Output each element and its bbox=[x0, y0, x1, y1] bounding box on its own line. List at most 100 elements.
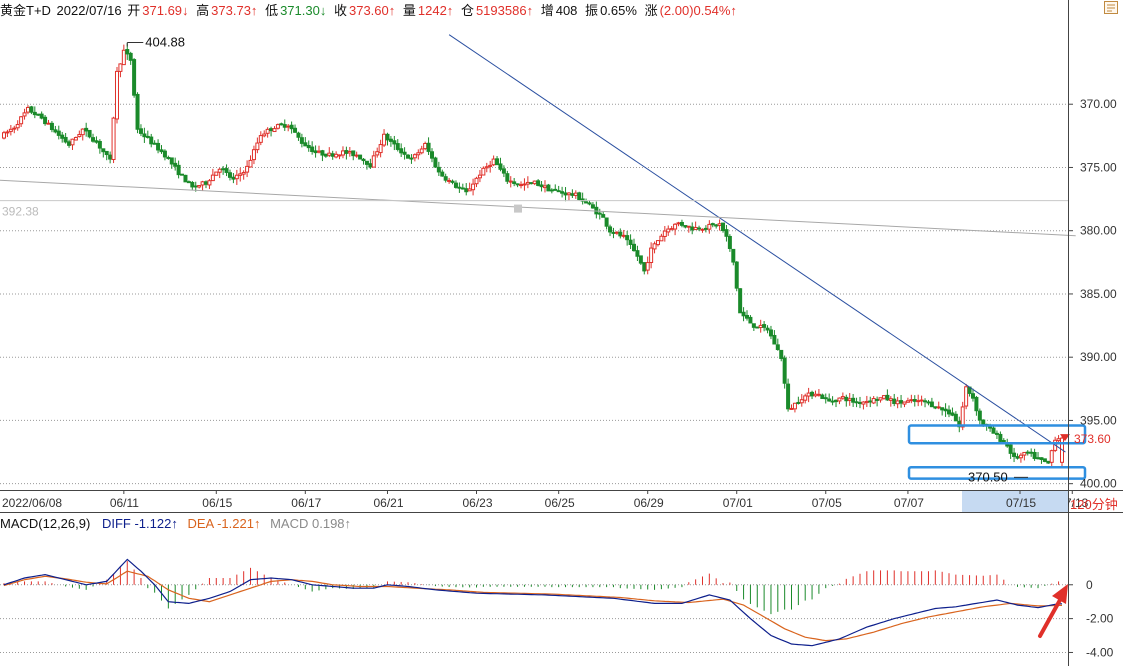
candle-body bbox=[1049, 450, 1054, 463]
candle-body bbox=[169, 157, 174, 165]
candle-body bbox=[378, 144, 383, 154]
candle-body bbox=[734, 261, 739, 289]
candle-body bbox=[632, 243, 637, 252]
candle-body bbox=[183, 174, 188, 183]
candle-body bbox=[491, 158, 496, 166]
candle-body bbox=[703, 227, 708, 230]
x-tick-label: 06/11 bbox=[110, 496, 139, 510]
x-tick-label: 07/15 bbox=[1006, 496, 1036, 510]
candle-body bbox=[91, 137, 96, 142]
candle-body bbox=[895, 400, 900, 405]
candle-body bbox=[248, 159, 253, 168]
candle-body bbox=[453, 182, 458, 188]
candle-body bbox=[782, 357, 787, 384]
candle-body bbox=[2, 132, 6, 139]
candle-body bbox=[881, 395, 886, 399]
candle-body bbox=[43, 116, 48, 125]
candle-body bbox=[666, 228, 671, 233]
candle-body bbox=[176, 164, 181, 176]
candle-body bbox=[190, 181, 195, 188]
candle-body bbox=[751, 323, 756, 328]
candle-body bbox=[642, 262, 647, 272]
candle-body bbox=[960, 406, 965, 428]
candle-body bbox=[457, 186, 462, 189]
candle-body bbox=[1018, 454, 1023, 459]
candle-body bbox=[905, 400, 910, 403]
candle-body bbox=[690, 226, 695, 231]
dea-legend: DEA -1.221↑ bbox=[187, 516, 261, 531]
candle-body bbox=[460, 187, 465, 190]
candle-body bbox=[358, 154, 363, 160]
amplitude-field: 振 0.65% bbox=[585, 3, 637, 18]
x-tick-label: 2022/06/08 bbox=[2, 496, 62, 510]
close-field: 收 373.60↑ bbox=[333, 3, 396, 18]
candle-body bbox=[786, 383, 791, 410]
candle-body bbox=[135, 93, 140, 130]
candle-body bbox=[433, 157, 438, 168]
candle-body bbox=[1015, 456, 1020, 459]
open-field: 开 371.69↓ bbox=[127, 3, 189, 18]
candle-body bbox=[132, 59, 137, 96]
candle-body bbox=[1029, 451, 1034, 454]
candle-body bbox=[827, 398, 832, 402]
candle-body bbox=[830, 400, 835, 403]
candle-body bbox=[255, 142, 260, 151]
candle-body bbox=[423, 142, 428, 150]
candle-body bbox=[659, 235, 664, 242]
candle-body bbox=[94, 140, 99, 143]
candle-body bbox=[655, 240, 660, 246]
candle-body bbox=[707, 223, 712, 230]
trendline bbox=[448, 34, 1066, 453]
candle-body bbox=[529, 182, 534, 185]
candle-body bbox=[111, 117, 116, 161]
candle-body bbox=[597, 212, 602, 215]
candle-body bbox=[77, 134, 82, 138]
candle-body bbox=[823, 397, 828, 400]
price-tick-label: 395.00 bbox=[1080, 413, 1117, 427]
candle-body bbox=[385, 133, 390, 141]
candle-body bbox=[8, 128, 13, 132]
candle-body bbox=[604, 217, 609, 227]
candle-body bbox=[721, 222, 726, 232]
candle-body bbox=[426, 142, 431, 152]
macd-lines bbox=[3, 558, 1062, 647]
candle-body bbox=[926, 401, 931, 404]
candle-body bbox=[286, 125, 291, 128]
candle-body bbox=[450, 180, 455, 183]
candle-body bbox=[933, 406, 938, 409]
macd-title: MACD(12,26,9) bbox=[0, 516, 91, 531]
candle-body bbox=[484, 166, 489, 169]
candle-body bbox=[1032, 451, 1037, 459]
candle-body bbox=[73, 137, 78, 141]
candle-body bbox=[697, 227, 702, 230]
candle-body bbox=[330, 153, 335, 157]
max-price-label: 404.88 bbox=[145, 34, 185, 49]
chart-settings-icon[interactable] bbox=[1101, 0, 1121, 16]
candle-body bbox=[645, 262, 650, 271]
diff-line bbox=[3, 558, 1062, 647]
candle-body bbox=[940, 407, 945, 411]
candle-body bbox=[388, 138, 393, 142]
candle-body bbox=[495, 158, 500, 166]
candle-body bbox=[19, 116, 24, 125]
candle-body bbox=[409, 157, 414, 160]
candle-body bbox=[371, 155, 376, 168]
candle-body bbox=[173, 162, 178, 167]
x-axis-selection-highlight bbox=[962, 491, 1068, 512]
candle-body bbox=[481, 167, 486, 176]
candle-body bbox=[204, 181, 209, 185]
candle-body bbox=[522, 183, 527, 186]
candle-body bbox=[844, 396, 849, 402]
price-tick-label: 400.00 bbox=[1080, 477, 1117, 491]
candle-body bbox=[765, 327, 770, 331]
x-tick-label: 06/25 bbox=[545, 496, 575, 510]
macd-tick-label: -4.00 bbox=[1086, 645, 1114, 659]
candle-body bbox=[577, 192, 582, 201]
candle-body bbox=[166, 156, 171, 159]
candle-body bbox=[714, 224, 719, 227]
candle-body bbox=[563, 192, 568, 196]
candle-body bbox=[138, 128, 143, 134]
candle-body bbox=[679, 221, 684, 226]
candle-body bbox=[813, 393, 818, 397]
